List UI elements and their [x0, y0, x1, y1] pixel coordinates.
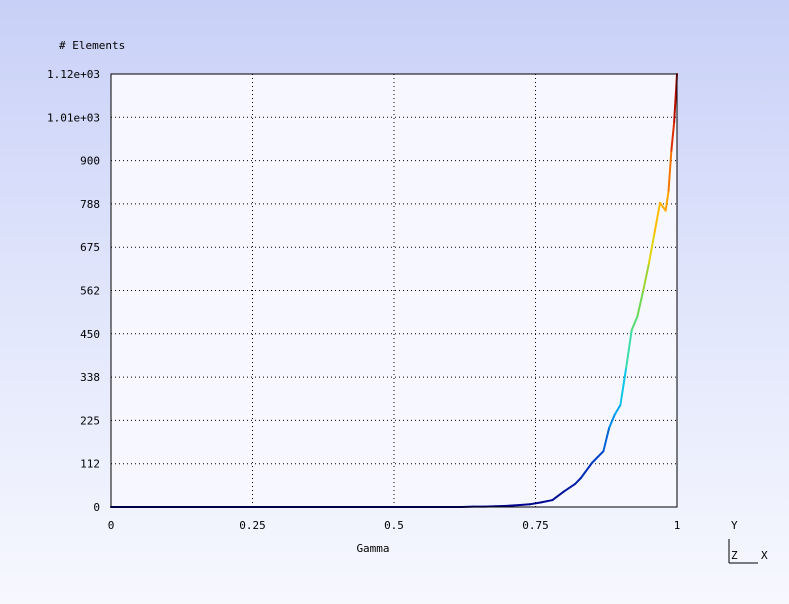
y-axis-title: # Elements	[59, 39, 125, 52]
series-segment	[602, 427, 611, 453]
data-point	[579, 477, 582, 479]
series-segment	[659, 201, 667, 212]
y-tick-label: 112	[80, 458, 100, 471]
series-segment	[625, 328, 633, 370]
data-point	[551, 499, 554, 501]
data-point	[540, 501, 542, 504]
series-segment	[562, 482, 577, 493]
data-point	[608, 427, 610, 429]
series-segment	[613, 404, 622, 416]
y-tick-labels: 0 112 225 338 450 562 675 788 900 1.01e+03 1.12e+0…	[47, 68, 100, 514]
series-segment	[574, 477, 582, 485]
series-segment	[506, 504, 520, 507]
data-point	[636, 315, 639, 318]
series-segment	[667, 149, 673, 193]
x-tick-label: 1	[674, 519, 681, 532]
data-point	[602, 450, 605, 452]
y-tick-label: 450	[80, 328, 100, 341]
y-tick-label: 788	[80, 198, 100, 211]
series-segment	[619, 367, 628, 407]
series-segment	[540, 499, 554, 504]
series-segment	[647, 232, 656, 266]
triad-x-label: X	[761, 549, 768, 562]
data-point	[506, 505, 509, 507]
data-point	[664, 209, 667, 212]
series-segment	[670, 121, 676, 152]
series-segment	[579, 461, 594, 480]
data-point	[667, 190, 670, 193]
y-tick-label: 562	[80, 285, 100, 298]
y-tick-label: 1.12e+03	[47, 68, 100, 81]
data-point	[630, 329, 633, 331]
data-point	[673, 121, 675, 123]
series-segment	[642, 263, 650, 293]
x-tick-label: 0	[108, 519, 115, 532]
x-tick-label: 0.75	[522, 519, 549, 532]
data-point	[591, 461, 593, 464]
x-tick-labels: 0 0.25 0.5 0.75 1	[108, 519, 681, 532]
series-segment	[664, 190, 670, 212]
y-tick-label: 900	[80, 155, 100, 168]
data-point	[613, 413, 616, 416]
series-segment	[608, 413, 616, 430]
plot-frame	[110, 73, 678, 508]
triad-y-label: Y	[731, 519, 738, 532]
data-point	[647, 263, 650, 266]
data-point	[563, 490, 565, 493]
series-segment	[636, 290, 645, 318]
x-tick-label: 0.25	[239, 519, 266, 532]
series-segment	[517, 503, 531, 507]
y-tick-label: 0	[93, 501, 100, 514]
axis-triad: Y Z X	[728, 519, 768, 564]
data-point	[517, 504, 520, 506]
y-tick-label: 675	[80, 241, 100, 254]
y-tick-label: 225	[80, 414, 100, 427]
series-segment	[528, 501, 543, 506]
data-point	[625, 367, 627, 370]
data-point	[653, 232, 656, 235]
data-point	[529, 503, 531, 506]
y-tick-label: 338	[80, 371, 100, 384]
series-segment	[630, 315, 639, 331]
data-point	[619, 404, 622, 406]
triad-z-label: Z	[731, 549, 738, 562]
x-axis-title: Gamma	[356, 542, 389, 555]
x-tick-label: 0.5	[384, 519, 404, 532]
series-segment	[551, 490, 565, 502]
series-segment	[653, 201, 662, 235]
data-point	[642, 290, 644, 293]
y-tick-label: 1.01e+03	[47, 111, 100, 124]
data-point	[659, 202, 661, 204]
grid-lines	[111, 74, 677, 507]
data-point	[574, 483, 576, 485]
series-segment	[591, 450, 605, 464]
data-point	[670, 150, 673, 152]
